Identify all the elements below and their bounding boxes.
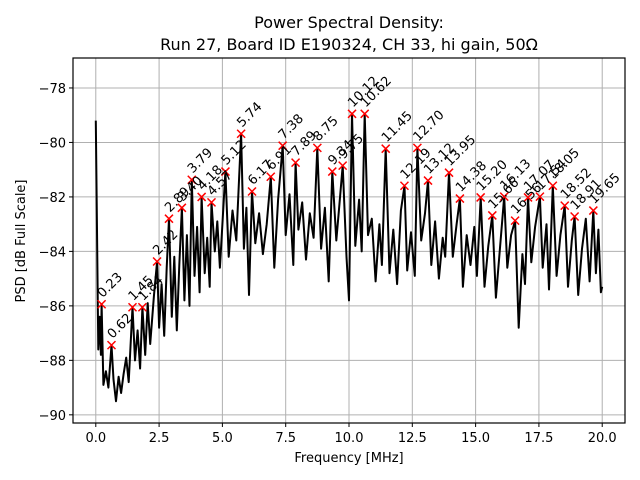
x-tick-label: 12.5 — [398, 431, 427, 446]
peak-marker — [548, 181, 558, 191]
peak-marker — [412, 143, 422, 153]
peak-marker — [523, 192, 533, 202]
peak-label: 11.45 — [379, 109, 416, 146]
x-tick-label: 17.5 — [524, 431, 553, 446]
y-tick-label: −78 — [39, 82, 66, 97]
peak-marker — [291, 158, 301, 168]
x-tick-label: 10.0 — [335, 431, 364, 446]
y-tick-label: −82 — [39, 191, 66, 206]
x-tick-label: 0.0 — [85, 431, 106, 446]
peak-marker — [423, 176, 433, 186]
peak-marker — [177, 203, 187, 213]
peak-marker — [499, 192, 509, 202]
peak-marker — [152, 256, 162, 267]
y-tick-label: −86 — [39, 300, 66, 315]
peak-marker — [338, 161, 348, 171]
x-tick-label: 15.0 — [461, 431, 490, 446]
peak-marker — [137, 302, 147, 312]
peak-marker — [444, 168, 454, 178]
peak-label: 5.74 — [234, 99, 265, 130]
peak-marker — [127, 302, 138, 312]
peak-marker — [455, 194, 465, 204]
x-tick-label: 5.0 — [212, 431, 233, 446]
peak-marker — [220, 167, 230, 177]
peak-marker — [360, 109, 370, 119]
x-tick-label: 2.5 — [149, 431, 170, 446]
peak-marker — [487, 210, 497, 220]
peak-marker — [381, 144, 391, 154]
y-tick-label: −90 — [39, 409, 66, 424]
peak-marker — [97, 299, 107, 309]
peak-markers — [97, 109, 598, 350]
peak-label: 0.23 — [95, 270, 126, 301]
y-axis-ticks: −90 −88 −86 −84 −82 −80 −78 — [39, 82, 73, 424]
peak-marker — [236, 129, 246, 139]
peak-marker — [312, 143, 322, 153]
peak-marker — [327, 167, 337, 177]
peak-marker — [560, 201, 570, 211]
peak-label: 12.70 — [411, 108, 448, 145]
chart-title-line2: Run 27, Board ID E190324, CH 33, hi gain… — [160, 35, 538, 54]
chart-title-line1: Power Spectral Density: — [254, 13, 444, 32]
peak-marker — [278, 141, 288, 151]
y-tick-label: −80 — [39, 136, 66, 151]
x-axis-ticks: 0.0 2.5 5.0 7.5 10.0 12.5 15.0 17.5 20.0 — [85, 423, 617, 446]
peak-label: 8.75 — [311, 114, 342, 145]
peak-marker — [266, 172, 276, 182]
peak-marker — [164, 214, 174, 224]
peak-marker — [106, 340, 117, 350]
peak-marker — [247, 186, 257, 197]
peak-marker — [588, 206, 598, 216]
y-axis-label: PSD [dB Full Scale] — [14, 179, 29, 302]
x-tick-label: 7.5 — [275, 431, 296, 446]
psd-series-line — [94, 112, 604, 403]
x-axis-label: Frequency [MHz] — [294, 451, 403, 466]
peak-marker — [510, 216, 520, 226]
y-tick-label: −88 — [39, 354, 66, 369]
peak-marker — [347, 109, 357, 119]
peak-marker — [197, 192, 207, 202]
y-tick-label: −84 — [39, 245, 66, 260]
peak-marker — [206, 197, 217, 207]
peak-marker — [535, 192, 545, 202]
peak-marker — [476, 192, 486, 202]
peak-marker — [187, 175, 197, 185]
x-tick-label: 20.0 — [588, 431, 617, 446]
peak-label: 2.42 — [150, 227, 181, 258]
peak-marker — [399, 181, 409, 191]
peak-marker — [570, 211, 580, 222]
